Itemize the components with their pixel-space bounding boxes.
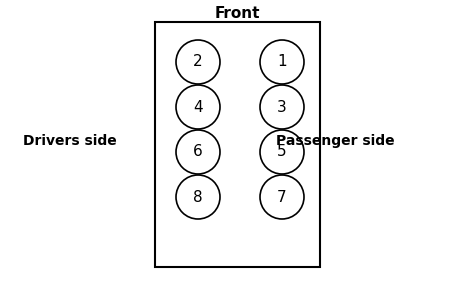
Circle shape — [176, 175, 220, 219]
Circle shape — [176, 40, 220, 84]
Circle shape — [176, 130, 220, 174]
Text: 3: 3 — [277, 100, 287, 114]
Circle shape — [260, 85, 304, 129]
Text: 8: 8 — [193, 190, 203, 204]
Text: 1: 1 — [277, 54, 287, 69]
Text: Front: Front — [214, 6, 260, 21]
Circle shape — [176, 85, 220, 129]
Text: 4: 4 — [193, 100, 203, 114]
Text: Drivers side: Drivers side — [23, 134, 117, 148]
Bar — [155, 22, 320, 267]
Text: 6: 6 — [193, 144, 203, 160]
Circle shape — [260, 40, 304, 84]
Text: 7: 7 — [277, 190, 287, 204]
Text: Passenger side: Passenger side — [276, 134, 394, 148]
Text: 5: 5 — [277, 144, 287, 160]
Text: 2: 2 — [193, 54, 203, 69]
Circle shape — [260, 130, 304, 174]
Circle shape — [260, 175, 304, 219]
